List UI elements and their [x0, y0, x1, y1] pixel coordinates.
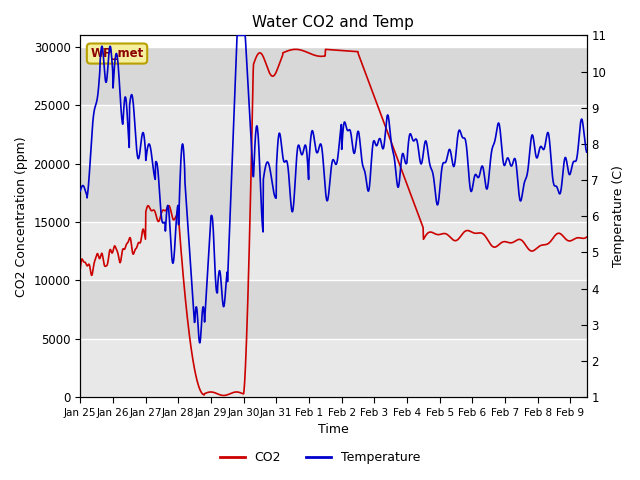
Temperature: [136, 148, 144, 154]
X-axis label: Time: Time: [318, 423, 349, 436]
CO2: [365, 80, 373, 85]
Bar: [80, 164, 587, 222]
CO2: [136, 240, 144, 246]
Temperature: [234, 33, 241, 38]
Temperature: [76, 188, 84, 194]
Temperature: [312, 144, 319, 150]
CO2: [116, 259, 124, 264]
CO2: [292, 47, 300, 52]
CO2: [303, 49, 310, 55]
Line: CO2: CO2: [80, 49, 587, 396]
Y-axis label: Temperature (C): Temperature (C): [612, 165, 625, 267]
CO2: [76, 266, 84, 272]
CO2: [292, 47, 300, 52]
CO2: [312, 53, 319, 59]
CO2: [220, 393, 227, 398]
Bar: [80, 47, 587, 106]
Bar: [80, 222, 587, 280]
Title: Water CO2 and Temp: Water CO2 and Temp: [253, 15, 414, 30]
Temperature: [196, 340, 204, 346]
CO2: [583, 234, 591, 240]
Bar: [80, 106, 587, 164]
Temperature: [292, 168, 300, 173]
Bar: [80, 339, 587, 397]
Y-axis label: CO2 Concentration (ppm): CO2 Concentration (ppm): [15, 136, 28, 297]
Temperature: [303, 145, 310, 151]
Legend: CO2, Temperature: CO2, Temperature: [214, 446, 426, 469]
Line: Temperature: Temperature: [80, 36, 587, 343]
Temperature: [365, 186, 373, 192]
Bar: [80, 280, 587, 339]
Text: WP_met: WP_met: [90, 47, 143, 60]
Temperature: [116, 81, 124, 87]
Temperature: [583, 149, 591, 155]
